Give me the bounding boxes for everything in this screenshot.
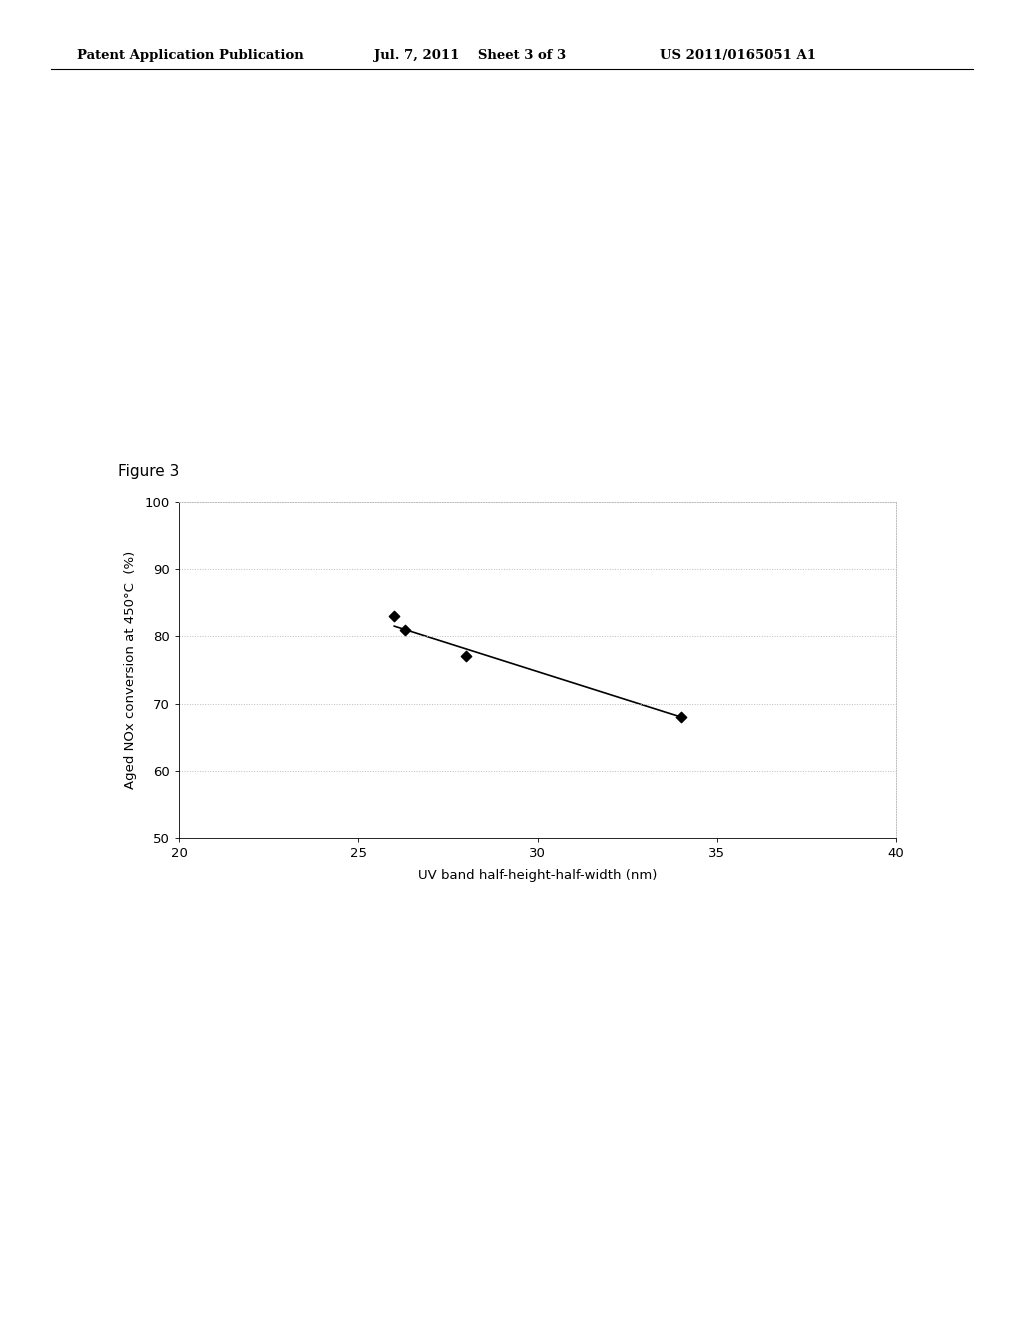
Y-axis label: Aged NOx conversion at 450°C  (%): Aged NOx conversion at 450°C (%) [124, 550, 136, 789]
Point [397, 619, 414, 640]
Point [458, 645, 474, 667]
Text: US 2011/0165051 A1: US 2011/0165051 A1 [660, 49, 816, 62]
Text: Figure 3: Figure 3 [118, 465, 179, 479]
Point [386, 606, 402, 627]
Point [673, 706, 689, 727]
X-axis label: UV band half-height-half-width (nm): UV band half-height-half-width (nm) [418, 869, 657, 882]
Text: Jul. 7, 2011    Sheet 3 of 3: Jul. 7, 2011 Sheet 3 of 3 [374, 49, 566, 62]
Text: Patent Application Publication: Patent Application Publication [77, 49, 303, 62]
